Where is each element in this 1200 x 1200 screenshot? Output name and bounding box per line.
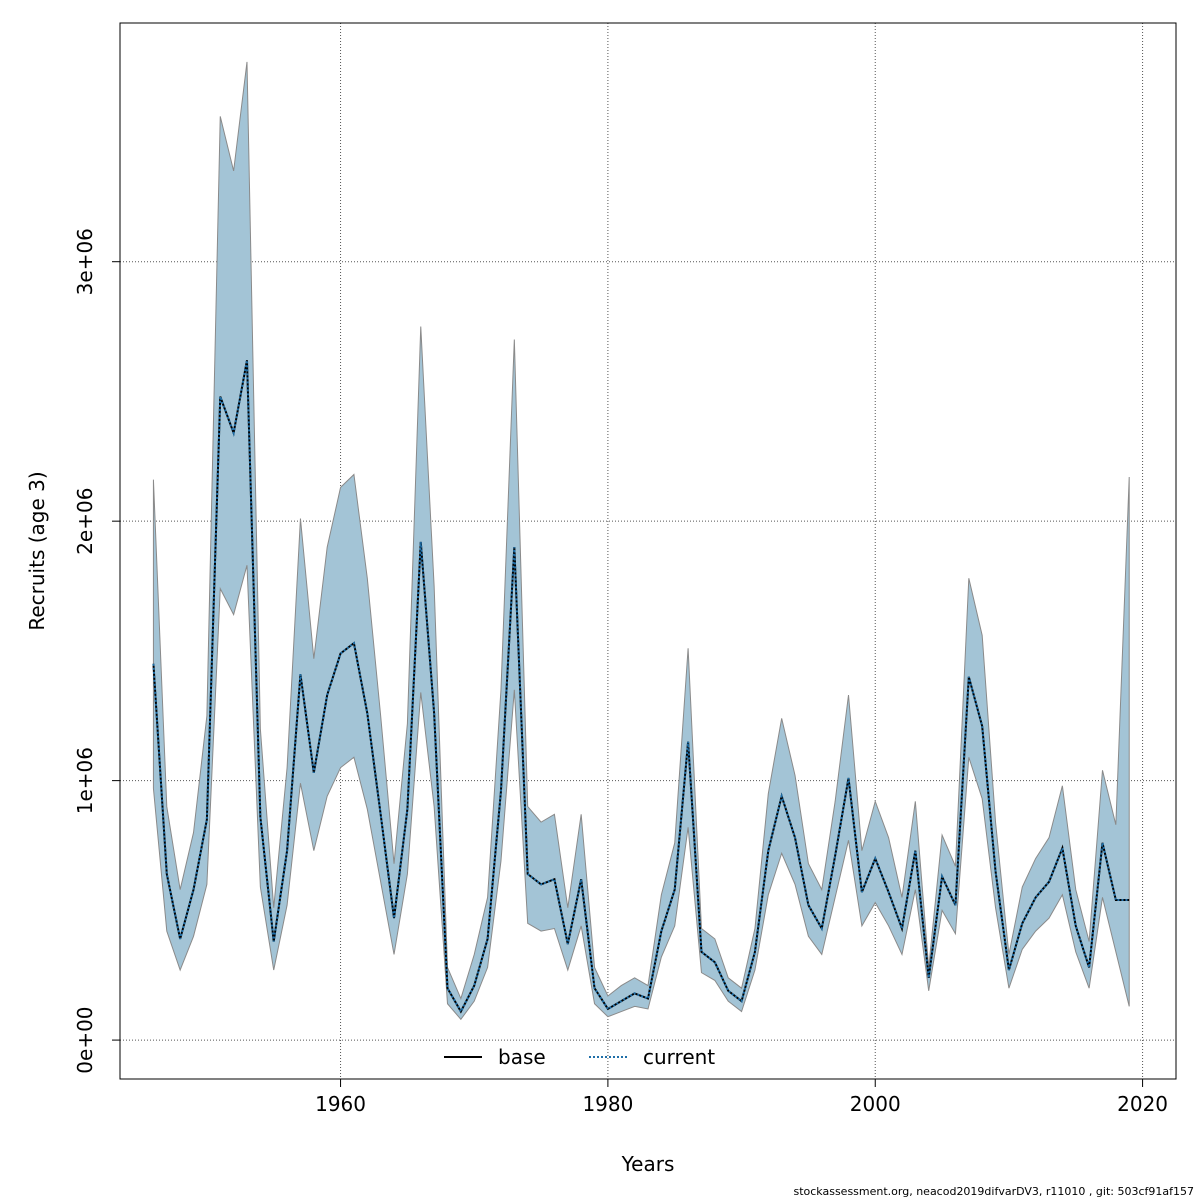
x-axis-label: Years: [621, 1152, 675, 1176]
grid-lines: [120, 23, 1176, 1079]
series-line-current: [152, 360, 1130, 1014]
confidence-band: [152, 61, 1130, 1021]
confidence-band-area: [152, 61, 1130, 1021]
plot-frame: [119, 22, 1177, 1080]
x-tick-label: 1980: [582, 1092, 633, 1116]
footer-note: stockassessment.org, neacod2019difvarDV3…: [793, 1185, 1194, 1198]
y-tick-label: 0e+00: [73, 1006, 97, 1073]
series-lines: [152, 360, 1130, 1014]
legend: base current: [444, 1045, 715, 1069]
axis-ticks: 1960 1980 2000 2020 0e+00 1e+06 2e+06 3e+06: [73, 228, 1168, 1116]
legend-label-current: current: [643, 1045, 715, 1069]
y-axis-label: Recruits (age 3): [25, 471, 49, 630]
x-tick-label: 2020: [1117, 1092, 1168, 1116]
x-tick-label: 1960: [315, 1092, 366, 1116]
y-tick-label: 3e+06: [73, 228, 97, 295]
y-tick-label: 1e+06: [73, 747, 97, 814]
y-tick-label: 2e+06: [73, 488, 97, 555]
x-tick-label: 2000: [850, 1092, 901, 1116]
legend-label-base: base: [498, 1045, 546, 1069]
